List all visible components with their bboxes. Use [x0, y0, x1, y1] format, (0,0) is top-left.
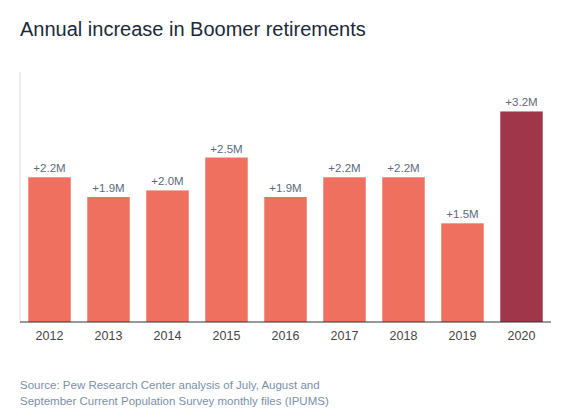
annotations: Source: Pew Research Center analysis of …	[20, 379, 329, 407]
data-label: +1.5M	[446, 208, 478, 220]
source-note: September Current Population Survey mont…	[20, 395, 329, 407]
x-axis-line	[20, 322, 551, 323]
chart-svg: Annual increase in Boomer retirements +2.…	[0, 0, 571, 415]
bar	[28, 177, 70, 322]
data-label: +2.2M	[387, 162, 419, 174]
x-tick-label: 2017	[331, 329, 359, 343]
data-label: +1.9M	[269, 182, 301, 194]
bar	[441, 223, 483, 322]
data-label: +3.2M	[505, 96, 537, 108]
bar	[146, 190, 188, 322]
x-tick-label: 2013	[95, 329, 123, 343]
data-label: +2.2M	[328, 162, 360, 174]
source-note: Source: Pew Research Center analysis of …	[20, 379, 320, 391]
bar	[87, 197, 129, 322]
x-tick-label: 2019	[449, 329, 477, 343]
data-label: +2.5M	[210, 143, 242, 155]
x-tick-label: 2018	[390, 329, 418, 343]
bar	[323, 177, 365, 322]
x-tick-label: 2015	[213, 329, 241, 343]
bar	[500, 111, 542, 322]
chart-container: Annual increase in Boomer retirements +2.…	[0, 0, 571, 415]
x-tick-label: 2020	[508, 329, 536, 343]
data-label: +2.2M	[33, 162, 65, 174]
x-tick-label: 2016	[272, 329, 300, 343]
data-labels: +2.2M +1.9M +2.0M +2.5M +1.9M +2.2M +2.2M +1.5M…	[33, 96, 537, 220]
bar	[382, 177, 424, 322]
title: Annual increase in Boomer retirements	[20, 18, 366, 40]
x-tick-label: 2014	[154, 329, 182, 343]
y-axis-line	[20, 72, 21, 322]
bars	[28, 111, 542, 322]
bar	[264, 197, 306, 322]
data-label: +2.0M	[151, 175, 183, 187]
x-tick-label: 2012	[36, 329, 64, 343]
data-label: +1.9M	[92, 182, 124, 194]
x-tick-labels: 2012 2013 2014 2015 2016 2017 2018 2019 2020	[36, 329, 536, 343]
bar	[205, 158, 247, 322]
